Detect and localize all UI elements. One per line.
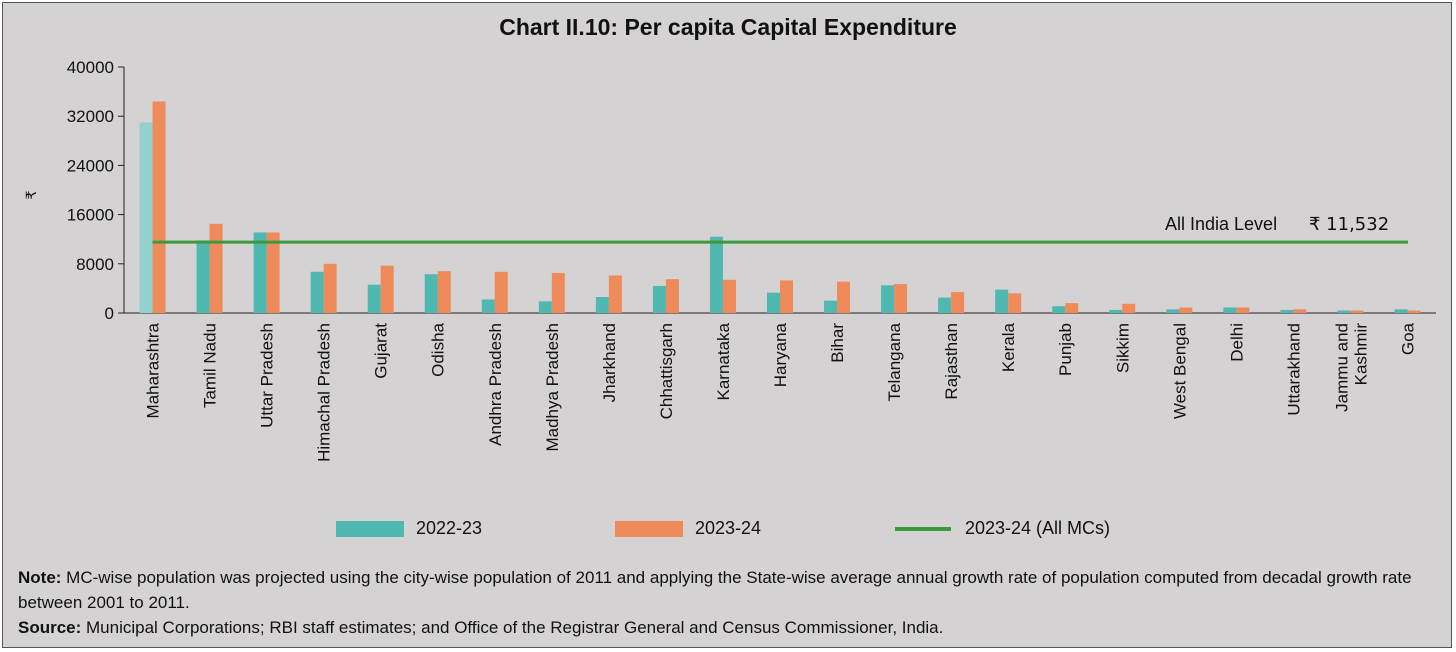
chart-title: Chart II.10: Per capita Capital Expendit… <box>499 14 957 40</box>
x-tick-label: West Bengal <box>1170 323 1189 419</box>
x-tick-label: Maharashtra <box>144 322 163 418</box>
note-heading: Note: <box>18 568 62 587</box>
x-tick-label: Bihar <box>828 323 847 363</box>
x-tick-label: Punjab <box>1056 323 1075 376</box>
bar-2023-24 <box>951 292 965 313</box>
y-tick-label: 24000 <box>67 156 114 175</box>
y-tick-label: 40000 <box>67 58 114 77</box>
bar-2023-24 <box>551 273 565 313</box>
legend-label-all-mcs: 2023-24 (All MCs) <box>965 518 1111 538</box>
bar-2022-23 <box>709 236 723 313</box>
bar-2022-23 <box>253 232 267 313</box>
bar-2023-24 <box>494 271 508 313</box>
bar-2023-24 <box>1293 309 1307 313</box>
x-tick-label: Sikkim <box>1113 323 1132 373</box>
x-tick-label: Telangana <box>885 322 904 401</box>
x-tick-label: Odisha <box>429 322 448 376</box>
bar-2022-23 <box>1337 310 1351 313</box>
bar-2022-23 <box>1052 306 1066 313</box>
legend-swatch-2023-24 <box>615 520 683 537</box>
bar-2023-24 <box>1008 293 1022 313</box>
legend-item-2023-24: 2023-24 <box>615 518 761 539</box>
bar-2023-24 <box>780 280 793 313</box>
legend: 2022-23 2023-24 2023-24 (All MCs) <box>0 518 1456 546</box>
bar-2023-24 <box>722 279 736 313</box>
bar-2023-24 <box>380 265 394 313</box>
x-tick-label: Jharkhand <box>600 323 619 402</box>
bar-2022-23 <box>139 122 153 313</box>
x-tick-label: Uttar Pradesh <box>258 323 277 428</box>
bar-2023-24 <box>1236 307 1250 313</box>
legend-label-2022-23: 2022-23 <box>416 518 483 538</box>
bar-2023-24 <box>1179 307 1193 313</box>
chart-plot: 0 8000 16000 24000 32000 40000 ₹ Maharashtra Tam… <box>24 58 1436 462</box>
bar-2023-24 <box>894 284 908 313</box>
x-tick-label: Haryana <box>771 322 790 387</box>
x-tick-label: Chhattisgarh <box>657 323 676 419</box>
bar-2023-24 <box>437 271 451 313</box>
bar-2022-23 <box>767 292 780 313</box>
x-tick-label: Uttarakhand <box>1284 323 1303 416</box>
notes: Note: MC-wise population was projected u… <box>18 565 1443 640</box>
bar-2022-23 <box>196 240 210 313</box>
legend-item-2022-23: 2022-23 <box>336 518 482 539</box>
bar-2023-24 <box>1065 303 1079 313</box>
legend-item-all-mcs: 2023-24 (All MCs) <box>895 518 1110 539</box>
bar-2023-24 <box>323 263 337 313</box>
y-tick-label: 8000 <box>76 255 114 274</box>
bar-2022-23 <box>881 285 895 313</box>
legend-swatch-all-mcs <box>895 526 951 531</box>
x-tick-label: Tamil Nadu <box>201 323 220 408</box>
legend-label-2023-24: 2023-24 <box>695 518 762 538</box>
x-tick-label: Jammu andKashmir <box>1332 323 1370 412</box>
source-line: Source: Municipal Corporations; RBI staf… <box>18 615 1443 640</box>
bar-2022-23 <box>995 289 1009 313</box>
note-text: MC-wise population was projected using t… <box>18 568 1412 612</box>
x-tick-label: Goa <box>1398 322 1417 355</box>
bar-2022-23 <box>824 300 838 313</box>
x-tick-label: Andhra Pradesh <box>486 323 505 446</box>
bar-2022-23 <box>1394 309 1408 313</box>
source-heading: Source: <box>18 618 82 637</box>
x-tick-label: Karnataka <box>714 322 733 400</box>
legend-swatch-2022-23 <box>336 520 404 537</box>
x-tick-label: Himachal Pradesh <box>315 323 334 462</box>
y-tick-label: 32000 <box>67 107 114 126</box>
y-axis-label: ₹ <box>24 190 40 199</box>
x-tick-label: Gujarat <box>372 323 391 379</box>
bar-2022-23 <box>595 297 609 313</box>
note-line: Note: MC-wise population was projected u… <box>18 565 1443 615</box>
bar-2022-23 <box>1280 309 1294 313</box>
bar-2022-23 <box>367 284 381 313</box>
bar-2022-23 <box>310 271 324 313</box>
source-text: Municipal Corporations; RBI staff estima… <box>81 618 944 637</box>
x-tick-label: Rajasthan <box>942 323 961 400</box>
x-tick-label: Kerala <box>999 322 1018 372</box>
bar-2023-24 <box>837 281 851 313</box>
bar-2022-23 <box>938 297 952 313</box>
bar-2023-24 <box>1350 310 1364 313</box>
x-tick-label: Delhi <box>1227 323 1246 362</box>
bar-2022-23 <box>652 285 666 313</box>
bar-2023-24 <box>266 232 280 313</box>
bar-2022-23 <box>481 299 495 313</box>
bar-2022-23 <box>1166 309 1180 313</box>
bar-2023-24 <box>1122 303 1136 313</box>
bar-2022-23 <box>1109 309 1123 313</box>
bar-2023-24 <box>209 223 223 313</box>
bar-2023-24 <box>152 101 166 313</box>
x-tick-label: Madhya Pradesh <box>543 323 562 452</box>
y-tick-label: 0 <box>105 304 114 323</box>
all-india-label: All India Level <box>1165 214 1277 234</box>
bar-2023-24 <box>608 275 622 313</box>
y-tick-label: 16000 <box>67 206 114 225</box>
all-india-value: ₹ 11,532 <box>1309 214 1389 235</box>
bar-2022-23 <box>424 274 438 313</box>
bar-2023-24 <box>1407 310 1421 313</box>
bar-2023-24 <box>665 279 679 313</box>
bar-2022-23 <box>1223 307 1237 313</box>
bar-2022-23 <box>538 301 552 313</box>
